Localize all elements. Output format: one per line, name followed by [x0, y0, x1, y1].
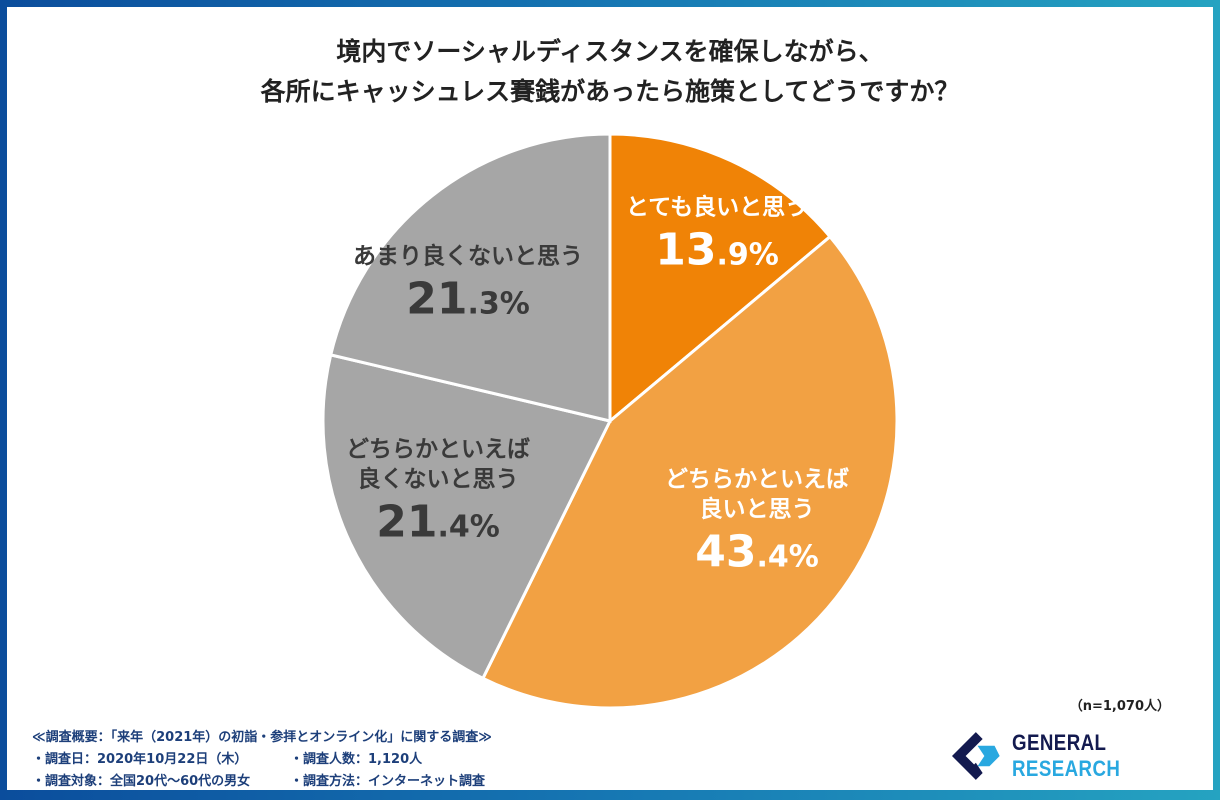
general-research-logo: GENERAL RESEARCH — [952, 728, 1220, 784]
survey-method: ・調査方法：インターネット調査 — [290, 774, 486, 789]
logo-mark-icon — [952, 732, 1000, 780]
pie-slice-0 — [608, 132, 833, 425]
slice-pct-decimal: .9% — [716, 237, 779, 273]
slice-label: どちらかといえば — [346, 436, 530, 463]
survey-summary: ≪調査概要：「来年（2021年）の初詣・参拝とオンライン化」に関する調査≫ ・調… — [32, 727, 492, 793]
title-line-1: 境内でソーシャルディスタンスを確保しながら、 — [336, 37, 884, 66]
logo-text-general: GENERAL — [1011, 730, 1106, 755]
slice-label: あまり良くないと思う — [353, 243, 583, 270]
label-slice-0: とても良いと思う 13.9% — [626, 193, 808, 284]
title-line-2: 各所にキャッシュレス賽銭があったら施策としてどうですか？ — [260, 77, 960, 106]
slice-pct-decimal: .3% — [467, 286, 530, 322]
slice-pct: 13 — [655, 224, 717, 276]
label-slice-1: どちらかといえば 良いと思う 43.4% — [665, 465, 849, 586]
chart-title: 境内でソーシャルディスタンスを確保しながら、 各所にキャッシュレス賽銭があったら… — [0, 32, 1220, 112]
slice-pct: 21 — [406, 273, 468, 325]
slice-pct: 21 — [376, 496, 438, 548]
logo-text-research: RESEARCH — [1011, 756, 1121, 781]
slice-pct-decimal: .4% — [756, 539, 819, 575]
slice-label: 良いと思う — [699, 496, 815, 523]
slice-label: どちらかといえば — [665, 466, 849, 493]
slice-label: とても良いと思う — [625, 194, 809, 221]
slice-pct-decimal: .4% — [437, 509, 500, 545]
slice-pct: 43 — [695, 526, 757, 578]
survey-target: ・調査対象：全国20代〜60代の男女 — [32, 774, 251, 789]
label-slice-2: どちらかといえば 良くないと思う 21.4% — [346, 435, 530, 556]
survey-count: ・調査人数：1,120人 — [290, 752, 423, 767]
survey-date: ・調査日：2020年10月22日（木） — [32, 752, 248, 767]
pie-slice-3 — [328, 132, 612, 423]
pie-slice-2 — [321, 353, 613, 681]
survey-heading: ≪調査概要：「来年（2021年）の初詣・参拝とオンライン化」に関する調査≫ — [32, 730, 492, 745]
slice-label: 良くないと思う — [357, 466, 519, 493]
pie-slice-1 — [480, 234, 899, 710]
sample-size: （n=1,070人） — [1069, 699, 1170, 714]
label-slice-3: あまり良くないと思う 21.3% — [353, 242, 583, 333]
